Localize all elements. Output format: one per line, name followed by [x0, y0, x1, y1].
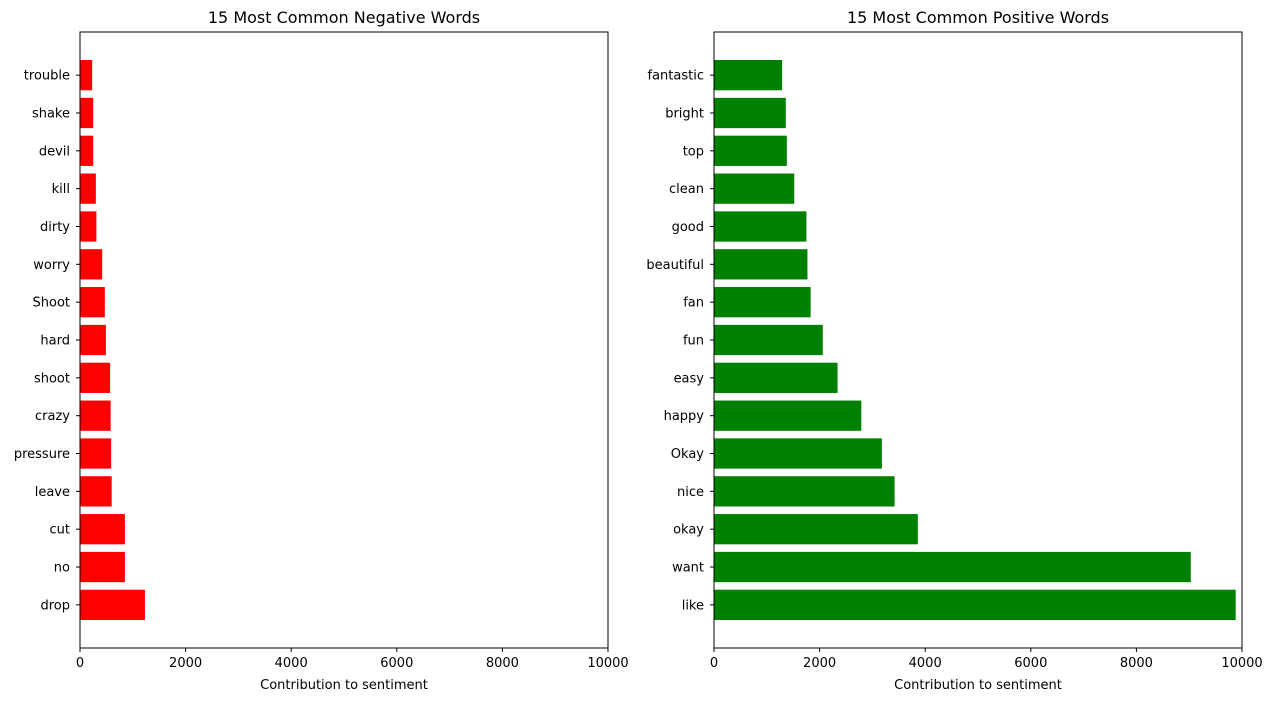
- negative-bar-kill: [80, 173, 96, 204]
- negative-ytick-label-drop: drop: [40, 598, 70, 613]
- negative-ytick-label-no: no: [54, 561, 70, 576]
- negative-xtick-label-2000: 2000: [169, 656, 202, 671]
- positive-xtick-label-0: 0: [710, 656, 718, 671]
- positive-ytick-label-happy: happy: [664, 409, 705, 424]
- positive-ytick-label-fantastic: fantastic: [648, 69, 704, 84]
- negative-ytick-label-cut: cut: [50, 523, 70, 538]
- negative-bar-crazy: [80, 400, 111, 431]
- positive-ytick-label-want: want: [672, 561, 704, 576]
- positive-bar-bright: [714, 97, 786, 129]
- positive-bar-fun: [714, 324, 823, 356]
- negative-x-axis-label: Contribution to sentiment: [260, 678, 428, 693]
- negative-bar-drop: [80, 589, 145, 620]
- negative-ytick-label-shake: shake: [32, 106, 70, 121]
- negative-ytick-label-leave: leave: [35, 485, 70, 500]
- positive-ytick-label-okay: okay: [673, 523, 704, 538]
- negative-axes-frame: [79, 31, 609, 649]
- negative-words-chart: 15 Most Common Negative Words drop no cut le…: [14, 8, 629, 693]
- positive-ytick-label-good: good: [672, 220, 704, 235]
- negative-bar-pressure: [80, 438, 112, 469]
- positive-xtick-label-2000: 2000: [803, 656, 836, 671]
- positive-ytick-label-nice: nice: [677, 485, 704, 500]
- positive-bar-okay: [714, 438, 882, 469]
- negative-ytick-label-kill: kill: [52, 182, 70, 197]
- positive-ytick-label-easy: easy: [674, 371, 705, 386]
- negative-ytick-label-trouble: trouble: [24, 69, 70, 84]
- negative-ytick-label-pressure: pressure: [14, 447, 70, 462]
- negative-bar-no: [80, 551, 125, 583]
- negative-xtick-label-6000: 6000: [380, 656, 413, 671]
- negative-chart-title: 15 Most Common Negative Words: [208, 8, 480, 27]
- positive-words-chart: 15 Most Common Positive Words like want oka…: [646, 8, 1262, 693]
- positive-ytick-label-fun: fun: [683, 334, 704, 349]
- positive-xtick-label-6000: 6000: [1014, 656, 1047, 671]
- positive-bar-okay: [714, 514, 918, 545]
- negative-xtick-label-8000: 8000: [486, 656, 519, 671]
- positive-bar-like: [714, 589, 1236, 620]
- positive-ytick-label-fan: fan: [683, 296, 704, 311]
- positive-ytick-label-beautiful: beautiful: [646, 258, 704, 273]
- positive-ytick-label-top: top: [683, 144, 704, 159]
- negative-bar-cut: [80, 514, 125, 545]
- negative-bar-worry: [80, 249, 103, 280]
- negative-xtick-label-10000: 10000: [587, 656, 628, 671]
- negative-bar-shake: [80, 97, 94, 129]
- negative-bar-trouble: [80, 60, 93, 91]
- negative-xtick-label-0: 0: [76, 656, 84, 671]
- positive-bar-clean: [714, 173, 795, 204]
- positive-bar-top: [714, 135, 787, 166]
- negative-bar-devil: [80, 135, 94, 166]
- negative-ytick-label-hard: hard: [40, 334, 70, 349]
- negative-bar-shoot: [80, 362, 111, 393]
- positive-xtick-label-8000: 8000: [1120, 656, 1153, 671]
- positive-bar-beautiful: [714, 249, 808, 280]
- negative-ytick-label-devil: devil: [39, 144, 70, 159]
- negative-bar-dirty: [80, 211, 97, 242]
- positive-ytick-label-okay: Okay: [671, 447, 704, 462]
- positive-bar-happy: [714, 400, 862, 431]
- positive-bar-want: [714, 551, 1191, 583]
- positive-bar-easy: [714, 362, 838, 393]
- positive-ytick-label-bright: bright: [665, 106, 704, 121]
- positive-xtick-label-10000: 10000: [1221, 656, 1262, 671]
- negative-ytick-label-shoot: shoot: [34, 371, 70, 386]
- positive-ytick-label-clean: clean: [669, 182, 704, 197]
- positive-ytick-label-like: like: [682, 598, 704, 613]
- negative-xtick-label-4000: 4000: [275, 656, 308, 671]
- positive-x-axis-label: Contribution to sentiment: [894, 678, 1062, 693]
- positive-bar-fantastic: [714, 60, 783, 91]
- positive-chart-title: 15 Most Common Positive Words: [847, 8, 1109, 27]
- negative-bar-hard: [80, 324, 106, 356]
- negative-ytick-label-worry: worry: [33, 258, 70, 273]
- positive-bar-fan: [714, 287, 811, 318]
- negative-bar-leave: [80, 476, 112, 507]
- negative-ytick-label-shoot: Shoot: [33, 296, 71, 311]
- positive-bar-nice: [714, 476, 895, 507]
- negative-ytick-label-crazy: crazy: [35, 409, 70, 424]
- negative-ytick-label-dirty: dirty: [40, 220, 70, 235]
- negative-bar-shoot: [80, 287, 105, 318]
- positive-xtick-label-4000: 4000: [909, 656, 942, 671]
- positive-bar-good: [714, 211, 807, 242]
